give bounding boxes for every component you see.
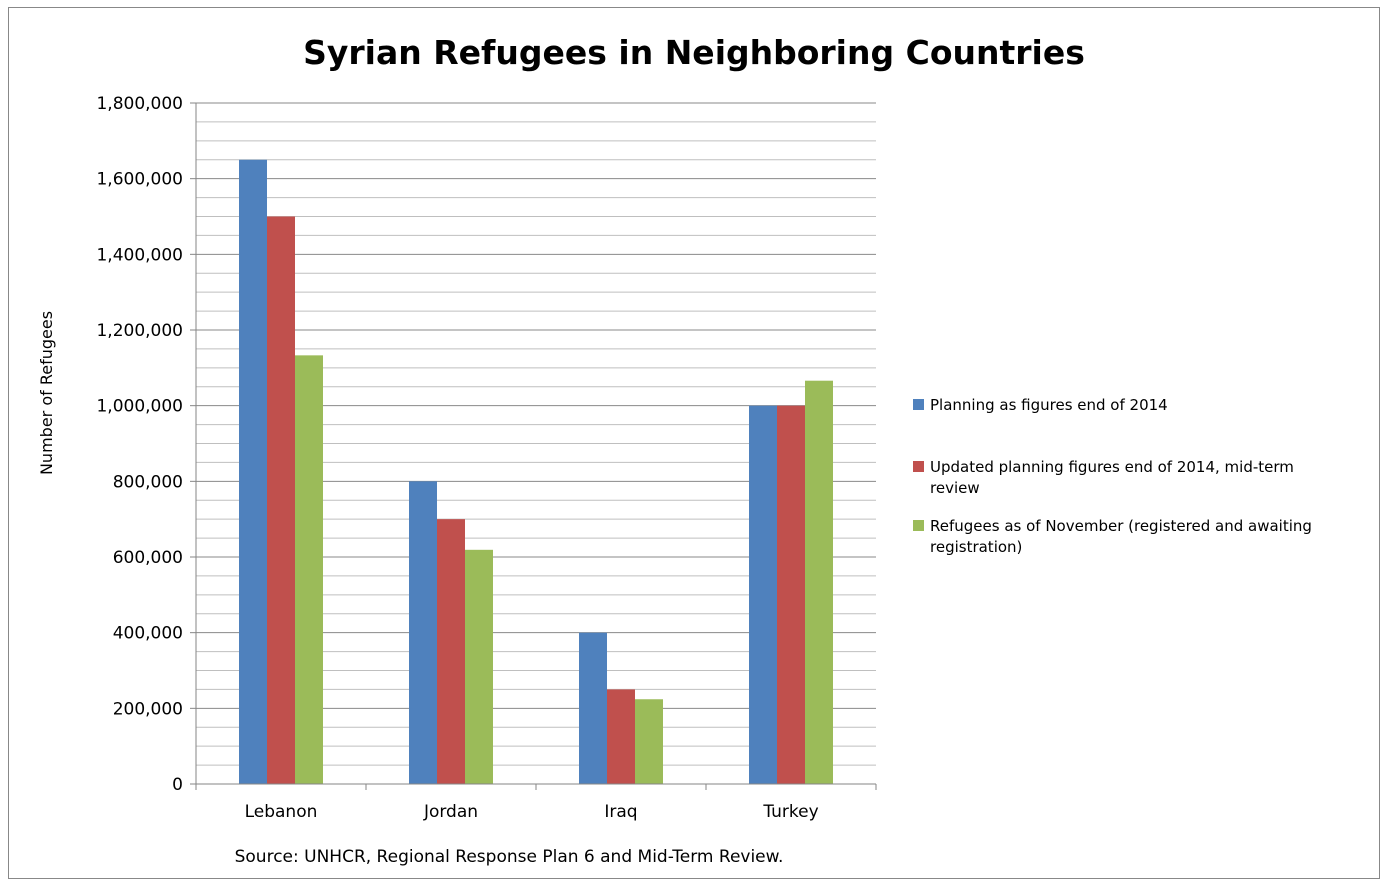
y-tick-label: 1,000,000: [96, 397, 183, 417]
legend-swatch-3: [913, 520, 924, 531]
y-tick-labels: 0 200,000 400,000 600,000 800,000 1,000,000 1,…: [96, 94, 183, 795]
bar-jordan-series-3: [465, 549, 493, 784]
x-tick-label: Jordan: [423, 802, 478, 822]
y-axis-title: Number of Refugees: [37, 311, 56, 475]
y-tick-label: 1,400,000: [96, 245, 183, 265]
bar-lebanon-series-1: [239, 159, 267, 784]
bar-iraq-series-1: [579, 632, 607, 784]
y-tick-label: 1,200,000: [96, 321, 183, 341]
legend-label-2: Updated planning figures end of 2014, mi…: [930, 458, 1294, 497]
bar-iraq-series-3: [635, 699, 663, 784]
y-tick-label: 1,600,000: [96, 170, 183, 190]
bar-jordan-series-2: [437, 519, 465, 784]
y-tick-label: 0: [172, 775, 183, 795]
chart-title: Syrian Refugees in Neighboring Countries: [303, 33, 1085, 72]
bars: [239, 159, 833, 784]
bar-turkey-series-2: [777, 405, 805, 784]
source-note: Source: UNHCR, Regional Response Plan 6 …: [235, 847, 784, 867]
y-tick-label: 600,000: [113, 548, 183, 568]
x-tick-label: Lebanon: [245, 802, 318, 822]
axes: [190, 102, 877, 790]
legend-swatch-2: [913, 461, 924, 472]
legend-label-3: Refugees as of November (registered and …: [930, 517, 1312, 556]
x-tick-label: Iraq: [604, 802, 637, 822]
bar-lebanon-series-3: [295, 355, 323, 784]
y-tick-label: 1,800,000: [96, 94, 183, 114]
x-tick-label: Turkey: [762, 802, 818, 822]
y-tick-label: 200,000: [113, 699, 183, 719]
legend-label-1: Planning as figures end of 2014: [930, 396, 1168, 414]
legend-swatch-1: [913, 399, 924, 410]
bar-jordan-series-1: [409, 481, 437, 784]
y-tick-label: 400,000: [113, 624, 183, 644]
bar-lebanon-series-2: [267, 216, 295, 784]
bar-turkey-series-3: [805, 380, 833, 784]
x-tick-labels: Lebanon Jordan Iraq Turkey: [245, 802, 819, 822]
y-tick-label: 800,000: [113, 472, 183, 492]
bar-iraq-series-2: [607, 689, 635, 784]
bar-turkey-series-1: [749, 405, 777, 784]
legend: Planning as figures end of 2014 Updated p…: [913, 396, 1312, 556]
